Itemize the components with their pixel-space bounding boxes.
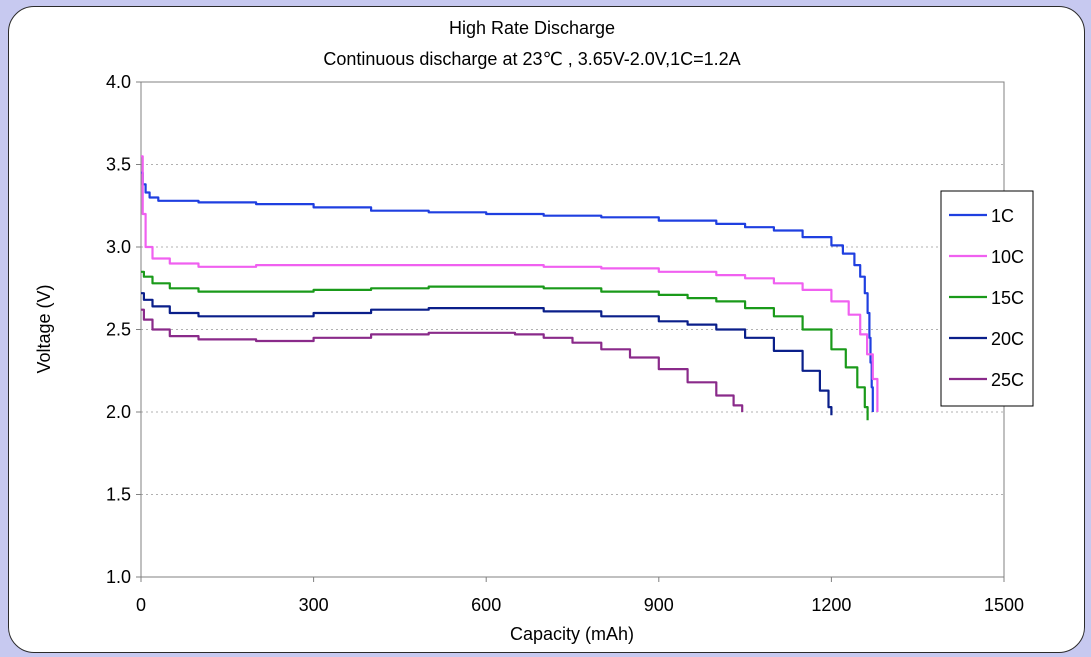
legend-label: 20C [991, 329, 1024, 349]
chart-title: High Rate Discharge [449, 18, 615, 38]
series-line-1c [141, 171, 874, 412]
series-line-15c [141, 270, 869, 421]
legend-label: 25C [991, 370, 1024, 390]
y-tick-label: 3.5 [106, 155, 131, 175]
legend: 1C 10C 15C 20C 25C [940, 190, 1034, 407]
x-tick-label: 300 [299, 595, 329, 615]
y-tick-label: 1.0 [106, 567, 131, 587]
chart-subtitle: Continuous discharge at 23℃ , 3.65V-2.0V… [323, 49, 740, 69]
x-axis-label: Capacity (mAh) [510, 624, 634, 644]
series-line-25c [141, 308, 744, 412]
y-tick-label: 4.0 [106, 72, 131, 92]
x-tick-label: 1500 [984, 595, 1024, 615]
legend-label: 1C [991, 206, 1014, 226]
y-axis-label: Voltage (V) [34, 284, 54, 373]
legend-label: 15C [991, 288, 1024, 308]
series-line-20c [141, 292, 833, 416]
y-tick-label: 2.0 [106, 402, 131, 422]
x-tick-label: 600 [471, 595, 501, 615]
y-tick-label: 1.5 [106, 485, 131, 505]
legend-box [940, 190, 1034, 407]
grid-lines [141, 164, 1004, 495]
y-tick-label: 3.0 [106, 237, 131, 257]
x-tick-label: 0 [136, 595, 146, 615]
x-tick-label: 900 [644, 595, 674, 615]
legend-label: 10C [991, 247, 1024, 267]
y-tick-label: 2.5 [106, 320, 131, 340]
series-line-10c [141, 155, 879, 412]
chart-frame: High Rate Discharge Continuous discharge… [8, 6, 1085, 653]
discharge-chart: High Rate Discharge Continuous discharge… [34, 18, 1034, 644]
x-tick-label: 1200 [811, 595, 851, 615]
series-lines [141, 155, 879, 421]
axis-ticks: 1.0 1.5 2.0 2.5 3.0 3.5 4.0 0 300 600 900 1200 1500 [106, 72, 1024, 615]
